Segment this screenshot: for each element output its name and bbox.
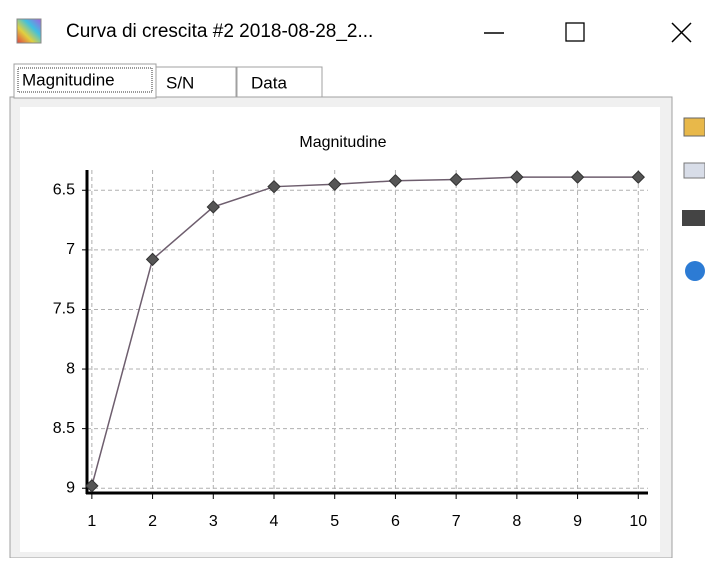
tab-label: S/N bbox=[166, 73, 194, 92]
data-point bbox=[570, 170, 585, 184]
data-line bbox=[91, 176, 639, 487]
data-point bbox=[388, 174, 403, 188]
data-point bbox=[206, 200, 220, 214]
data-point bbox=[267, 179, 281, 194]
data-point bbox=[328, 177, 342, 192]
data-point bbox=[631, 170, 645, 184]
x-tick-label: 1 bbox=[87, 513, 96, 530]
tab-label: Magnitudine bbox=[22, 70, 115, 89]
y-tick-label: 8.5 bbox=[53, 420, 75, 437]
print-icon[interactable] bbox=[682, 210, 705, 226]
y-tick-label: 8 bbox=[66, 360, 75, 377]
plot-background bbox=[20, 107, 660, 552]
tab-label: Data bbox=[251, 73, 287, 92]
y-tick-label: 9 bbox=[66, 479, 75, 496]
x-tick-label: 5 bbox=[330, 513, 339, 530]
x-tick-label: 7 bbox=[452, 513, 461, 530]
y-tick-label: 7.5 bbox=[53, 301, 75, 318]
x-tick-label: 9 bbox=[573, 513, 582, 530]
x-tick-label: 2 bbox=[148, 513, 157, 530]
data-point bbox=[85, 479, 99, 493]
data-point bbox=[510, 170, 524, 184]
x-tick-label: 4 bbox=[270, 513, 279, 530]
y-tick-label: 6.5 bbox=[53, 181, 75, 198]
app-icon bbox=[16, 18, 42, 44]
chart-title: Magnitudine bbox=[299, 134, 386, 151]
data-point bbox=[449, 172, 463, 187]
y-tick-label: 7 bbox=[66, 241, 75, 258]
window-title: Curva di crescita #2 2018-08-28_2... bbox=[66, 21, 373, 42]
x-tick-label: 8 bbox=[512, 513, 521, 530]
tab[interactable] bbox=[236, 66, 323, 98]
data-point bbox=[145, 252, 160, 267]
copy-icon[interactable] bbox=[683, 162, 705, 179]
x-tick-label: 3 bbox=[209, 513, 218, 530]
focus-rect bbox=[17, 67, 153, 93]
icon-square bbox=[16, 18, 42, 44]
close-button[interactable] bbox=[671, 22, 692, 43]
x-tick-label: 6 bbox=[391, 513, 400, 530]
maximize-button[interactable] bbox=[565, 22, 585, 42]
save-icon[interactable] bbox=[683, 117, 705, 137]
help-icon[interactable] bbox=[685, 261, 705, 281]
x-tick-label: 10 bbox=[629, 513, 647, 530]
tab[interactable] bbox=[155, 66, 237, 98]
